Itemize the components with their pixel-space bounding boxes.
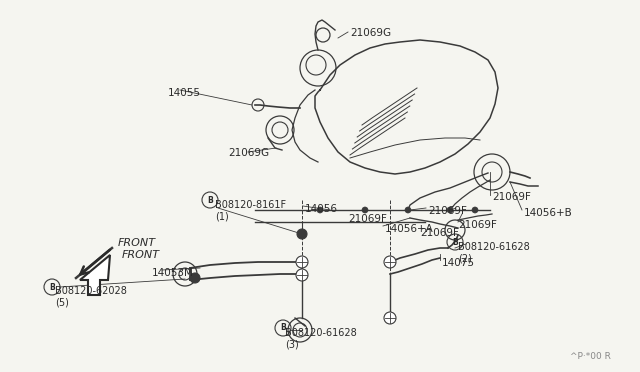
Circle shape bbox=[405, 207, 411, 213]
Circle shape bbox=[447, 207, 453, 213]
Text: 21069F: 21069F bbox=[458, 220, 497, 230]
Text: 14055: 14055 bbox=[168, 88, 201, 98]
Text: 14053M: 14053M bbox=[152, 268, 194, 278]
Text: 21069F: 21069F bbox=[420, 228, 459, 238]
Circle shape bbox=[384, 312, 396, 324]
Text: 21069G: 21069G bbox=[228, 148, 269, 158]
Text: B: B bbox=[207, 196, 213, 205]
Text: B: B bbox=[452, 237, 458, 247]
Circle shape bbox=[296, 269, 308, 281]
Text: B08120-62028
(5): B08120-62028 (5) bbox=[55, 286, 127, 308]
Circle shape bbox=[384, 256, 396, 268]
Text: 14056+B: 14056+B bbox=[524, 208, 573, 218]
Circle shape bbox=[296, 256, 308, 268]
Polygon shape bbox=[80, 255, 110, 295]
Text: FRONT: FRONT bbox=[122, 250, 160, 260]
Text: 14056+A: 14056+A bbox=[385, 224, 434, 234]
Text: FRONT: FRONT bbox=[118, 238, 156, 248]
Circle shape bbox=[297, 229, 307, 239]
Text: B: B bbox=[49, 282, 55, 292]
Text: B08120-8161F
(1): B08120-8161F (1) bbox=[215, 200, 286, 222]
Circle shape bbox=[472, 207, 478, 213]
Circle shape bbox=[317, 207, 323, 213]
Text: 14056: 14056 bbox=[305, 204, 338, 214]
Text: 14075: 14075 bbox=[442, 258, 475, 268]
Text: 21069G: 21069G bbox=[350, 28, 391, 38]
Text: B08120-61628
(3): B08120-61628 (3) bbox=[285, 328, 356, 350]
Text: B: B bbox=[280, 324, 286, 333]
Text: 21069F: 21069F bbox=[428, 206, 467, 216]
Text: 21069F: 21069F bbox=[492, 192, 531, 202]
Circle shape bbox=[362, 207, 368, 213]
Text: ^P·*00 R: ^P·*00 R bbox=[570, 352, 611, 361]
Circle shape bbox=[190, 273, 200, 283]
Text: B08120-61628
(2): B08120-61628 (2) bbox=[458, 242, 530, 264]
Text: 21069F: 21069F bbox=[348, 214, 387, 224]
